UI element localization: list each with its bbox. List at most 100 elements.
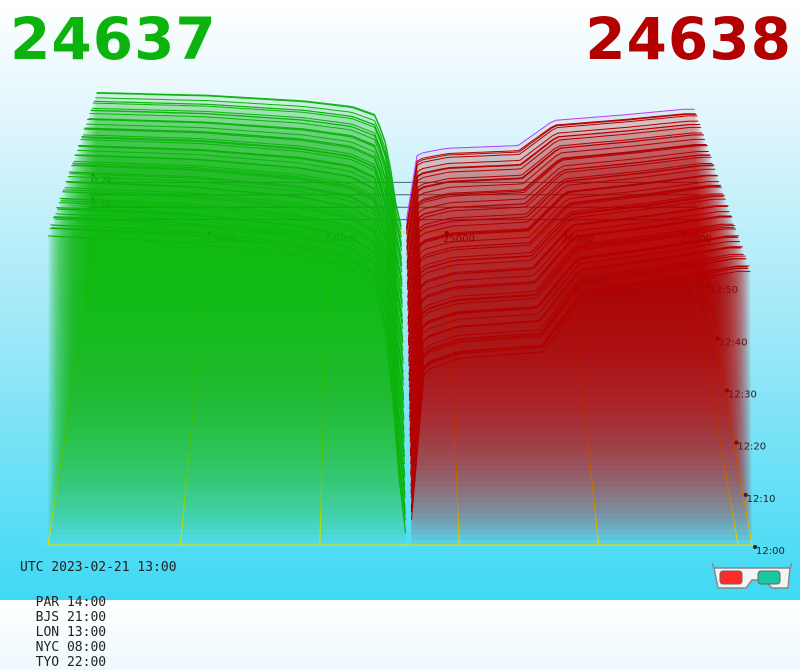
bid-area xyxy=(77,145,404,355)
bid-area xyxy=(65,181,405,434)
bid-curve xyxy=(80,139,404,330)
bid-area xyxy=(92,108,402,264)
ask-area xyxy=(410,254,746,508)
ask-curve xyxy=(407,156,712,311)
ask-area xyxy=(408,181,721,370)
ask-area xyxy=(411,258,749,524)
ask-curve xyxy=(409,235,738,453)
ask-area xyxy=(411,268,751,535)
ask-curve xyxy=(408,205,728,400)
ask-area xyxy=(408,187,724,386)
price-tick-label: 23000 xyxy=(206,234,238,245)
bid-area xyxy=(52,217,406,514)
bid-area xyxy=(89,113,403,280)
bid-curve xyxy=(79,144,404,338)
ask-curve xyxy=(407,175,718,343)
bid-area xyxy=(68,171,405,413)
bid-area xyxy=(96,93,402,238)
time-tick-label: 12:00 xyxy=(756,546,785,557)
price-gridline xyxy=(179,231,211,546)
bid-curve xyxy=(82,134,403,317)
ask-area xyxy=(407,163,715,333)
ask-area xyxy=(411,266,750,530)
bid-area xyxy=(93,101,402,254)
bid-area xyxy=(75,154,404,370)
ask-curve xyxy=(409,227,735,437)
ask-area xyxy=(407,151,711,312)
bid-area xyxy=(79,145,404,344)
bid-area xyxy=(85,128,403,307)
ask-area xyxy=(409,215,734,439)
bid-area xyxy=(50,224,406,530)
bid-curve xyxy=(58,202,406,465)
3d-glasses-icon[interactable] xyxy=(712,560,792,592)
ask-area xyxy=(408,165,715,339)
latest-ask-curve xyxy=(405,108,695,222)
bid-curve xyxy=(92,107,403,259)
ask-area xyxy=(406,114,698,243)
ask-area xyxy=(409,216,734,445)
ask-area xyxy=(406,115,699,248)
bid-curve xyxy=(67,181,405,417)
ask-area xyxy=(409,227,736,455)
bid-curve xyxy=(70,171,405,395)
bid-area xyxy=(72,164,404,386)
bid-area xyxy=(48,236,406,540)
ask-curve xyxy=(408,193,723,376)
ask-area xyxy=(409,196,726,397)
ask-area xyxy=(409,195,727,402)
bid-area xyxy=(54,218,406,503)
bid-area xyxy=(67,176,405,418)
bid-curve xyxy=(83,128,403,308)
ask-curve xyxy=(408,198,726,388)
ask-curve xyxy=(409,236,738,456)
bid-area xyxy=(88,118,403,286)
ask-area xyxy=(411,256,748,519)
zone-par: PAR 14:00 xyxy=(35,595,107,610)
bid-area xyxy=(58,202,405,477)
ask-area xyxy=(409,206,730,418)
ask-area xyxy=(408,186,722,376)
time-tick-label: 12:10 xyxy=(747,494,776,505)
ask-area xyxy=(407,144,708,296)
ask-area xyxy=(408,165,716,344)
ask-curve xyxy=(406,126,702,256)
bid-area xyxy=(52,225,406,519)
ask-curve xyxy=(408,181,720,354)
bid-area xyxy=(83,129,403,317)
ask-curve xyxy=(409,228,737,443)
bid-area xyxy=(97,92,402,232)
price-tick-label: 24000 xyxy=(324,234,356,245)
ask-area xyxy=(406,113,697,238)
ask-area xyxy=(409,211,732,429)
bid-area xyxy=(64,187,405,439)
bid-curve xyxy=(52,217,406,499)
time-tick-dot xyxy=(734,440,739,445)
ask-curve xyxy=(410,266,748,509)
ask-curve xyxy=(410,255,746,493)
ask-curve xyxy=(405,113,697,231)
price-tick-label: 26000 xyxy=(562,234,594,245)
price-gridline xyxy=(446,231,460,546)
ask-curve xyxy=(405,113,696,228)
zone-bjs: BJS 21:00 xyxy=(35,610,107,625)
bid-curve xyxy=(85,127,403,302)
bid-curve xyxy=(96,92,402,231)
ask-area xyxy=(406,124,702,264)
ask-curve xyxy=(406,134,704,268)
ask-curve xyxy=(410,247,741,474)
ask-curve xyxy=(409,223,734,431)
ask-curve xyxy=(406,124,700,248)
ask-area xyxy=(410,258,747,514)
bid-curve xyxy=(89,112,403,273)
ask-area xyxy=(411,271,752,545)
time-tick-label: 12:30 xyxy=(728,390,757,401)
ask-curve xyxy=(407,145,708,291)
bid-curve xyxy=(81,136,404,324)
bid-curve xyxy=(69,172,405,399)
time-tick-dot xyxy=(743,492,748,497)
ask-price: 24638 xyxy=(585,5,792,73)
bid-curve xyxy=(48,235,406,531)
ask-curve xyxy=(406,143,706,285)
time-tick-dot xyxy=(715,336,720,341)
